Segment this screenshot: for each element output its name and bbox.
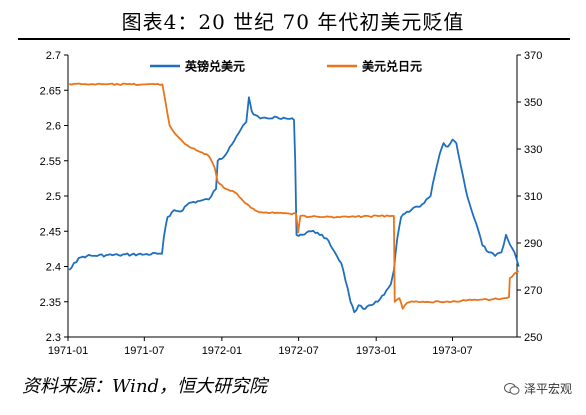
right-tick-label: 250 — [524, 332, 542, 344]
right-tick-label: 310 — [524, 191, 542, 203]
title-divider — [18, 38, 570, 40]
series-line-1 — [68, 96, 520, 314]
left-tick-label: 2.4 — [46, 262, 61, 274]
left-tick-label: 2.6 — [46, 121, 61, 133]
series-lines — [68, 82, 520, 314]
left-tick-label: 2.5 — [46, 191, 61, 203]
series-line-2 — [69, 82, 520, 310]
x-tick-label: 1971-07 — [124, 345, 164, 357]
left-tick-label: 2.55 — [40, 156, 61, 168]
watermark-text: 泽平宏观 — [523, 382, 572, 396]
legend-label: 英镑兑美元 — [185, 59, 245, 74]
right-tick-label: 270 — [524, 285, 542, 297]
x-tick-label: 1971-01 — [48, 345, 88, 357]
left-tick-label: 2.3 — [46, 332, 61, 344]
left-tick-label: 2.65 — [40, 85, 61, 97]
right-tick-label: 370 — [524, 50, 542, 62]
chart-title: 图表4：20 世纪 70 年代初美元贬值 — [121, 10, 465, 34]
legend: 英镑兑美元 美元兑日元 — [150, 59, 422, 74]
left-tick-label: 2.35 — [40, 297, 61, 309]
left-tick-label: 2.45 — [40, 226, 61, 238]
source-note: 资料来源：Wind，恒大研究院 — [22, 376, 268, 397]
right-tick-label: 330 — [524, 144, 542, 156]
watermark: 泽平宏观 — [503, 380, 572, 397]
x-tick-label: 1972-01 — [202, 345, 242, 357]
right-tick-label: 290 — [524, 238, 542, 250]
chart: 2.3 2.35 2.4 2.45 2.5 2.55 2.6 2.65 2.7 250 270 290… — [40, 50, 543, 357]
x-tick-label: 1973-01 — [356, 345, 396, 357]
x-tick-label: 1973-07 — [432, 345, 472, 357]
left-tick-label: 2.7 — [46, 50, 61, 62]
wechat-icon — [503, 382, 520, 395]
x-tick-label: 1972-07 — [278, 345, 318, 357]
right-tick-label: 350 — [524, 97, 542, 109]
legend-label: 美元兑日元 — [362, 59, 422, 74]
axes: 2.3 2.35 2.4 2.45 2.5 2.55 2.6 2.65 2.7 250 270 290… — [40, 50, 543, 357]
